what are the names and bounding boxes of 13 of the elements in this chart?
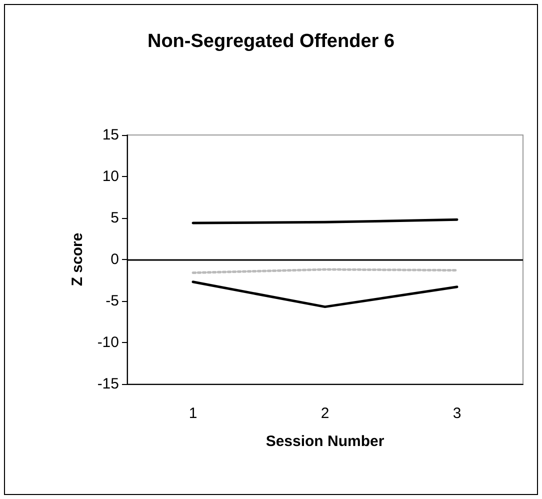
x-tick-label: 1 <box>188 405 198 422</box>
y-tick-label: 0 <box>110 251 119 268</box>
y-tick-label: -10 <box>97 334 119 351</box>
x-axis-title: Session Number <box>266 433 384 450</box>
y-tick-label: 5 <box>110 210 119 226</box>
y-tick-label: 15 <box>102 126 119 144</box>
y-tick-label: -5 <box>106 292 119 310</box>
y-tick-label: 10 <box>102 168 119 185</box>
chart-title: Non-Segregated Offender 6 <box>147 31 395 52</box>
y-tick-label: -15 <box>97 376 119 392</box>
y-axis-title: Z score <box>69 232 86 286</box>
x-tick-label: 3 <box>452 405 462 422</box>
x-tick-label: 2 <box>320 405 330 422</box>
